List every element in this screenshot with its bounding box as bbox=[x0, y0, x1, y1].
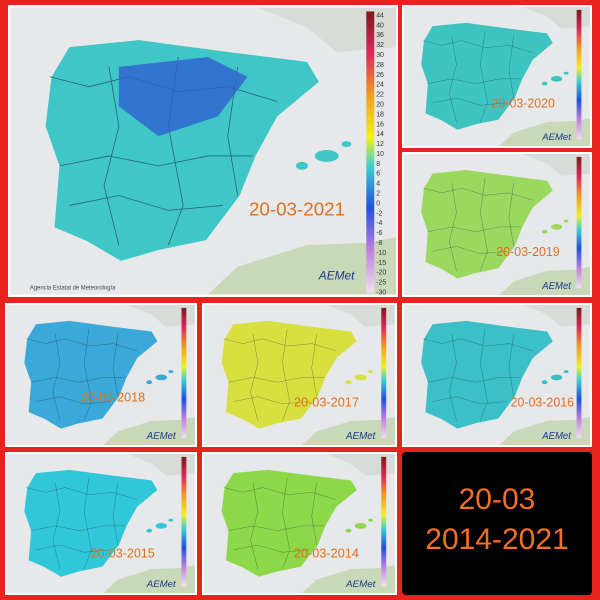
map-2021: 20-03-2021 Agencia Estatal de Meteorolog… bbox=[10, 7, 396, 295]
legend-tick: 32 bbox=[376, 42, 384, 49]
colorbar bbox=[576, 9, 582, 140]
logo: AEMet bbox=[541, 431, 571, 442]
legend-tick: 40 bbox=[376, 22, 384, 29]
title-line: 2014-2021 bbox=[425, 523, 569, 556]
map-panel: 20-03-2015 AEMet bbox=[5, 452, 197, 595]
legend-tick: -30 bbox=[376, 290, 386, 295]
legend-tick: 18 bbox=[376, 111, 384, 118]
date: 20-03-2019 bbox=[496, 245, 559, 259]
legend-tick: 4 bbox=[376, 181, 380, 188]
logo: AEMet bbox=[345, 431, 377, 442]
logo: AEMet bbox=[345, 579, 377, 590]
legend-tick: 0 bbox=[376, 200, 380, 207]
map-panel: 20-03-2019 AEMet bbox=[402, 152, 592, 297]
date: 20-03-2020 bbox=[492, 97, 555, 111]
map-shape bbox=[404, 154, 590, 295]
colorbar bbox=[381, 307, 387, 439]
legend-tick: 14 bbox=[376, 131, 384, 138]
legend-tick: 22 bbox=[376, 92, 384, 99]
legend-tick: 24 bbox=[376, 82, 384, 89]
legend-tick: -15 bbox=[376, 260, 386, 267]
title-line: 20-03 bbox=[458, 483, 536, 516]
colorbar bbox=[381, 456, 387, 587]
legend-tick: -6 bbox=[376, 230, 382, 237]
map: 20-03-2014 AEMet bbox=[204, 454, 395, 593]
date: 20-03-2018 bbox=[81, 391, 145, 405]
cold-area bbox=[118, 56, 248, 137]
legend-tick: 36 bbox=[376, 32, 384, 39]
legend-tick: 16 bbox=[376, 121, 384, 128]
logo: AEMet bbox=[146, 579, 176, 590]
map: 20-03-2020 AEMet bbox=[404, 7, 590, 146]
date: 20-03-2017 bbox=[294, 395, 359, 409]
logo: AEMet bbox=[541, 132, 571, 143]
logo: AEMet bbox=[146, 431, 177, 442]
legend-tick: -20 bbox=[376, 270, 386, 277]
legend-tick: -2 bbox=[376, 210, 382, 217]
map: 20-03-2017 AEMet bbox=[204, 305, 395, 445]
legend-tick: 26 bbox=[376, 72, 384, 79]
legend-tick: 28 bbox=[376, 62, 384, 69]
map-shape bbox=[404, 305, 590, 445]
legend-tick: 30 bbox=[376, 52, 384, 59]
legend-tick: -10 bbox=[376, 250, 386, 257]
date: 20-03-2016 bbox=[511, 395, 574, 409]
map-panel: 20-03-2017 AEMet bbox=[202, 303, 397, 447]
colorbar bbox=[576, 307, 582, 439]
map bbox=[10, 7, 396, 295]
map-panel: 20-03-2014 AEMet bbox=[202, 452, 397, 595]
map: 20-03-2018 AEMet bbox=[7, 305, 195, 445]
logo: AEMet bbox=[318, 269, 355, 283]
map-panel: 20-03-2016 AEMet bbox=[402, 303, 592, 447]
legend-tick: 20 bbox=[376, 101, 384, 108]
map-shape bbox=[7, 305, 195, 445]
map-panel: 20-03-2020 AEMet bbox=[402, 5, 592, 148]
date: 20-03-2015 bbox=[91, 547, 155, 561]
map-panel: 20-03-2021 Agencia Estatal de Meteorolog… bbox=[8, 5, 398, 297]
map: 20-03-2015 AEMet bbox=[7, 454, 195, 593]
logo: AEMet bbox=[541, 281, 572, 292]
colorbar bbox=[366, 11, 375, 293]
map: 20-03-2019 AEMet bbox=[404, 154, 590, 295]
agency: Agencia Estatal de Meteorología bbox=[30, 286, 116, 292]
legend-tick: 10 bbox=[376, 151, 384, 158]
map-shape bbox=[7, 454, 195, 593]
legend-tick: -8 bbox=[376, 240, 382, 247]
map-shape bbox=[404, 7, 590, 146]
map: 20-03-2016 AEMet bbox=[404, 305, 590, 445]
legend-tick: -4 bbox=[376, 220, 382, 227]
legend-tick: 8 bbox=[376, 161, 380, 168]
collage-title: 20-03 2014-2021 bbox=[402, 452, 592, 595]
legend-tick: 6 bbox=[376, 171, 380, 178]
legend-tick: 2 bbox=[376, 191, 380, 198]
legend-tick: 12 bbox=[376, 141, 384, 148]
legend-tick: -25 bbox=[376, 280, 386, 287]
map-shape bbox=[204, 454, 395, 593]
colorbar bbox=[576, 156, 582, 289]
date: 20-03-2021 bbox=[249, 198, 345, 219]
legend-tick: 44 bbox=[376, 12, 384, 19]
date: 20-03-2014 bbox=[294, 547, 359, 561]
colorbar bbox=[181, 307, 187, 439]
map-shape bbox=[204, 305, 395, 445]
colorbar bbox=[181, 456, 187, 587]
map-panel: 20-03-2018 AEMet bbox=[5, 303, 197, 447]
